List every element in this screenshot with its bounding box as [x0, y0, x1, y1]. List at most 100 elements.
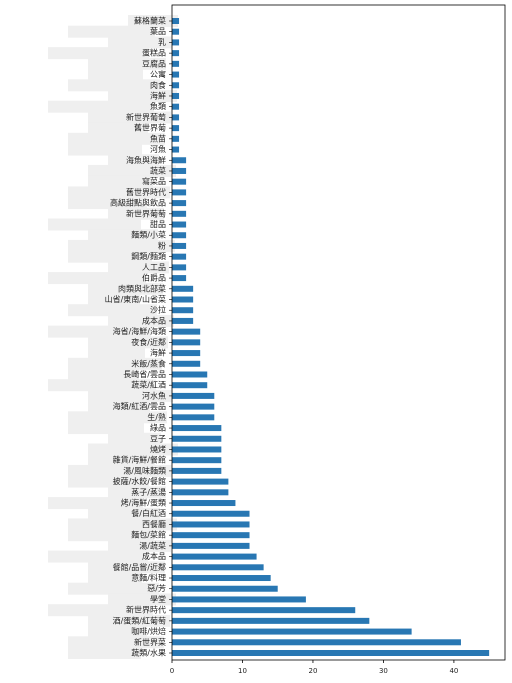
y-tick-label: 海鮮 — [150, 348, 166, 358]
bar — [172, 607, 356, 614]
bar — [172, 350, 201, 357]
label-background — [88, 229, 158, 242]
bar — [172, 639, 461, 646]
label-background — [108, 207, 164, 220]
y-tick-label: 高級甜點與飲品 — [110, 198, 166, 208]
y-tick-label: 新世界時代 — [126, 605, 166, 615]
label-background — [68, 529, 154, 542]
bar — [172, 296, 194, 303]
label-background — [88, 293, 140, 306]
label-background — [48, 272, 146, 285]
label-background — [88, 336, 168, 349]
y-tick-label: 舊世界時代 — [126, 187, 166, 197]
bar — [172, 510, 250, 517]
x-tick-label: 0 — [170, 667, 174, 675]
bar — [172, 146, 180, 153]
y-tick-label: 人工品 — [142, 263, 166, 272]
y-tick-label: 葉品 — [150, 26, 166, 36]
bar — [172, 114, 180, 121]
plot-frame — [171, 4, 506, 661]
y-tick-label: 披薩/水餃/餐館 — [113, 476, 166, 486]
y-tick-label: 蘇格蘭菜 — [134, 16, 166, 26]
bar — [172, 360, 201, 367]
label-background — [68, 411, 167, 424]
label-background — [88, 614, 170, 627]
bar — [172, 478, 229, 485]
label-background — [48, 100, 154, 113]
label-background — [68, 518, 177, 531]
y-tick-label: 新世界菜 — [134, 637, 166, 647]
bar — [172, 92, 180, 99]
label-background — [88, 164, 176, 177]
label-background — [68, 79, 160, 92]
label-background — [68, 304, 157, 317]
bar — [172, 521, 250, 528]
bar — [172, 50, 180, 57]
bar — [172, 18, 180, 24]
bar — [172, 425, 222, 432]
bar — [172, 125, 180, 132]
y-tick-label: 伯爵品 — [142, 273, 166, 283]
bar — [172, 103, 180, 110]
label-background — [68, 464, 172, 477]
label-background — [68, 422, 144, 435]
y-tick-label: 綠品 — [150, 423, 166, 433]
bar — [172, 628, 412, 635]
y-tick-label: 海類/紅酒/雲品 — [113, 401, 166, 411]
bar — [172, 414, 215, 421]
y-tick-label: 學堂 — [150, 594, 166, 604]
bar — [172, 39, 180, 46]
y-tick-label: 麵包/菜館 — [131, 530, 166, 540]
bar — [172, 542, 250, 549]
bar — [172, 532, 250, 539]
label-background — [88, 443, 178, 456]
label-background — [108, 593, 176, 606]
label-background — [108, 486, 166, 499]
y-tick-label: 乳 — [158, 37, 166, 47]
label-background — [128, 15, 178, 27]
label-background — [88, 282, 163, 295]
label-background — [48, 550, 148, 563]
label-background — [88, 507, 160, 520]
y-tick-label: 雜貨/海鮮/餐館 — [113, 455, 166, 465]
bar — [172, 275, 187, 282]
label-background — [108, 154, 159, 167]
y-tick-label: 豆子 — [150, 434, 166, 443]
y-tick-label: 蔬菜 — [150, 165, 166, 175]
label-background — [48, 218, 141, 231]
bar — [172, 489, 229, 496]
label-background — [108, 539, 171, 552]
label-background — [88, 175, 153, 188]
x-tick-label: 10 — [238, 667, 247, 675]
y-tick-label: 生/熟 — [147, 412, 166, 422]
bar — [172, 253, 187, 260]
y-tick-label: 甜品 — [150, 219, 166, 229]
bar — [172, 60, 180, 67]
bar — [172, 553, 257, 560]
label-background — [68, 582, 159, 595]
bar — [172, 135, 180, 142]
bar — [172, 189, 187, 196]
y-tick-label: 成本品 — [142, 551, 166, 561]
label-background — [68, 647, 141, 659]
y-tick-label: 餐/白紅酒 — [131, 508, 166, 518]
y-tick-label: 湯/蔬菜 — [139, 540, 166, 550]
y-tick-label: 烤/海鮮/蛋類 — [121, 498, 166, 508]
bar — [172, 371, 208, 378]
y-tick-label: 蔬菜/紅酒 — [131, 380, 166, 390]
bar — [172, 339, 201, 346]
label-background — [48, 325, 151, 338]
bar — [172, 500, 236, 507]
y-tick-label: 河魚 — [150, 144, 166, 154]
label-background — [88, 625, 147, 638]
bar — [172, 317, 194, 324]
label-background — [68, 186, 170, 199]
y-tick-label: 夜食/近鄰 — [131, 337, 166, 347]
y-tick-label: 沙拉 — [150, 305, 166, 315]
y-tick-label: 麵類/小菜 — [131, 230, 166, 240]
y-tick-label: 蛋糕品 — [142, 48, 166, 58]
bar — [172, 167, 187, 174]
bar — [172, 328, 201, 335]
